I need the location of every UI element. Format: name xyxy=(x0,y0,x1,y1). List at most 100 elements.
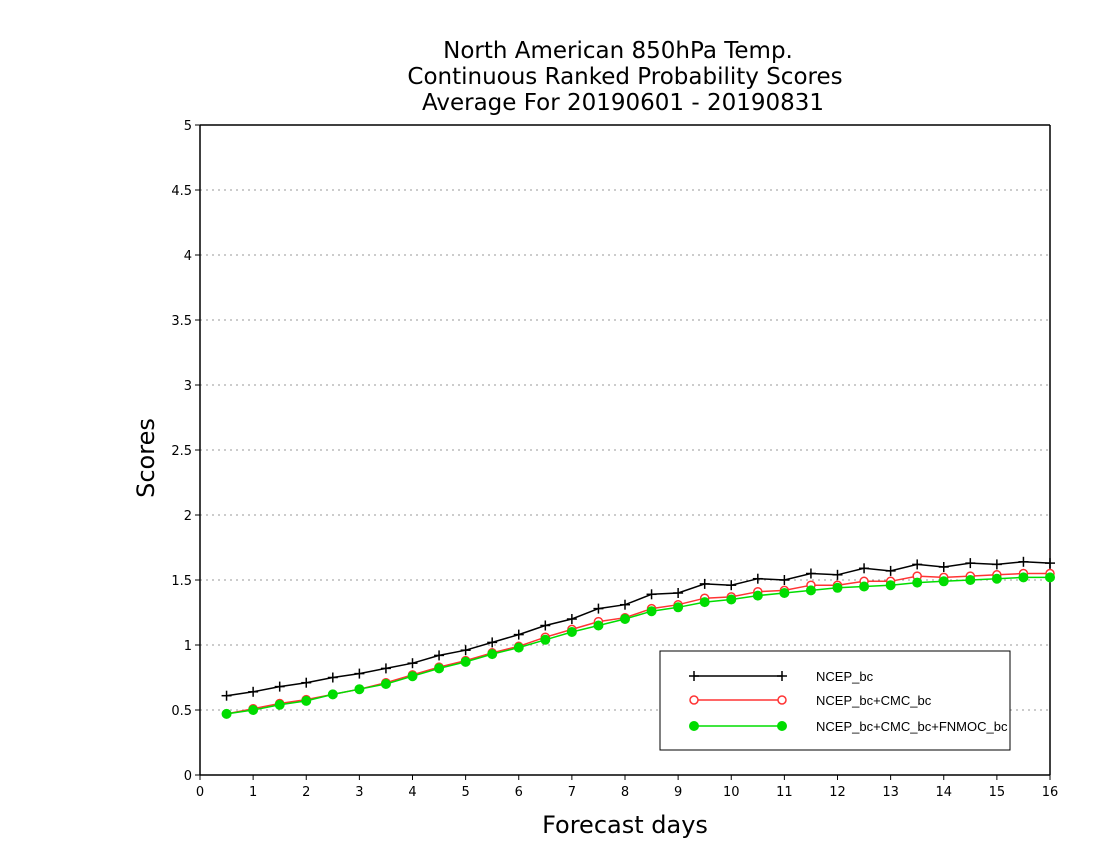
x-tick-label: 4 xyxy=(408,785,416,800)
data-point xyxy=(938,562,949,572)
data-point xyxy=(805,585,816,596)
data-point xyxy=(805,568,816,579)
x-tick-label: 8 xyxy=(621,785,629,800)
x-tick-labels: 0 1 2 3 4 5 6 7 8 9 10 11 12 13 14 15 16 xyxy=(196,785,1058,800)
data-point xyxy=(859,563,870,574)
data-point xyxy=(248,705,259,715)
y-tick-label: 3 xyxy=(184,379,192,394)
data-point xyxy=(487,649,498,660)
legend-label: NCEP_bc xyxy=(816,669,874,684)
title-line-3: Average For 20190601 - 20190831 xyxy=(422,90,824,116)
data-point xyxy=(434,663,445,674)
data-point xyxy=(752,590,763,601)
data-point xyxy=(274,681,285,692)
series-line xyxy=(226,561,1051,697)
legend-marker xyxy=(777,695,787,705)
data-point xyxy=(221,690,232,701)
data-point xyxy=(540,634,551,645)
data-point xyxy=(327,689,338,700)
data-point xyxy=(752,573,763,584)
y-tick-label: 1.5 xyxy=(171,574,192,589)
x-tick-label: 5 xyxy=(461,785,469,800)
data-point xyxy=(699,597,710,608)
data-point xyxy=(593,603,604,614)
y-tick-label: 3.5 xyxy=(171,314,192,329)
legend-label: NCEP_bc+CMC_bc+FNMOC_bc xyxy=(816,719,1008,734)
y-tick-label: 2.5 xyxy=(171,444,192,459)
data-point xyxy=(726,580,737,591)
data-point xyxy=(301,677,312,688)
data-point xyxy=(965,558,976,569)
data-point xyxy=(460,645,471,656)
y-axis-label: Scores xyxy=(132,418,160,498)
legend-marker xyxy=(689,721,699,731)
data-point xyxy=(460,656,471,667)
data-point xyxy=(487,637,498,648)
legend-entry: NCEP_bc+CMC_bc+FNMOC_bc xyxy=(689,719,1008,734)
data-point xyxy=(301,695,312,706)
legend-marker xyxy=(777,721,787,731)
y-tick-labels: 0 0.5 1 1.5 2 2.5 3 3.5 4 4.5 5 xyxy=(171,119,192,784)
x-tick-label: 14 xyxy=(935,785,952,800)
data-point xyxy=(832,582,843,593)
title-line-2: Continuous Ranked Probability Scores xyxy=(407,64,842,90)
data-point xyxy=(885,565,896,576)
x-tick-label: 7 xyxy=(568,785,576,800)
x-tick-label: 15 xyxy=(989,785,1006,800)
data-point xyxy=(1018,572,1029,583)
series-NCEP_bc+CMC_bc+FNMOC_bc xyxy=(221,572,1055,719)
x-tick-label: 9 xyxy=(674,785,682,800)
data-point xyxy=(1018,556,1029,567)
legend: NCEP_bc NCEP_bc+CMC_bc NCEP_bc+CMC_bc+FNMO… xyxy=(659,650,1011,751)
title-line-1: North American 850hPa Temp. xyxy=(443,38,793,64)
y-tick-label: 4 xyxy=(184,249,192,264)
x-tick-label: 16 xyxy=(1042,785,1059,800)
data-point xyxy=(1045,558,1055,569)
data-point xyxy=(566,614,577,624)
y-tick-label: 1 xyxy=(184,639,192,654)
data-point xyxy=(434,650,445,661)
y-tick-label: 0.5 xyxy=(171,704,192,719)
data-point xyxy=(885,580,896,591)
data-point xyxy=(513,642,524,653)
data-point xyxy=(221,708,232,719)
x-axis-label: Forecast days xyxy=(542,811,708,839)
data-point xyxy=(991,573,1002,584)
data-point xyxy=(620,614,630,624)
x-tick-label: 6 xyxy=(515,785,523,800)
data-point xyxy=(513,629,524,640)
data-point xyxy=(620,599,630,610)
data-point xyxy=(380,663,391,674)
legend-label: NCEP_bc+CMC_bc xyxy=(816,693,932,708)
x-tick-label: 13 xyxy=(882,785,899,800)
data-point xyxy=(248,686,259,697)
data-point xyxy=(407,671,418,682)
data-point xyxy=(354,684,365,695)
data-point xyxy=(912,577,923,588)
series-NCEP_bc xyxy=(221,556,1055,701)
data-point xyxy=(380,679,391,689)
x-tick-label: 1 xyxy=(249,785,257,800)
data-point xyxy=(646,589,657,600)
chart-title: North American 850hPa Temp. Continuous R… xyxy=(407,38,842,116)
data-point xyxy=(912,559,923,570)
x-tick-label: 2 xyxy=(302,785,310,800)
axes xyxy=(195,124,1051,780)
x-tick-label: 3 xyxy=(355,785,363,800)
y-tick-label: 4.5 xyxy=(171,184,192,199)
data-point xyxy=(779,588,790,598)
data-point xyxy=(832,569,843,580)
data-point xyxy=(407,658,418,669)
data-point xyxy=(274,699,285,710)
data-point xyxy=(779,575,790,585)
data-point xyxy=(699,578,710,589)
legend-entry: NCEP_bc xyxy=(689,669,874,684)
data-point xyxy=(566,627,577,637)
data-point xyxy=(859,581,870,592)
x-tick-label: 0 xyxy=(196,785,204,800)
data-point xyxy=(593,620,604,631)
data-point xyxy=(327,672,338,683)
legend-marker xyxy=(689,695,699,705)
x-tick-label: 12 xyxy=(829,785,846,800)
data-point xyxy=(673,588,684,598)
